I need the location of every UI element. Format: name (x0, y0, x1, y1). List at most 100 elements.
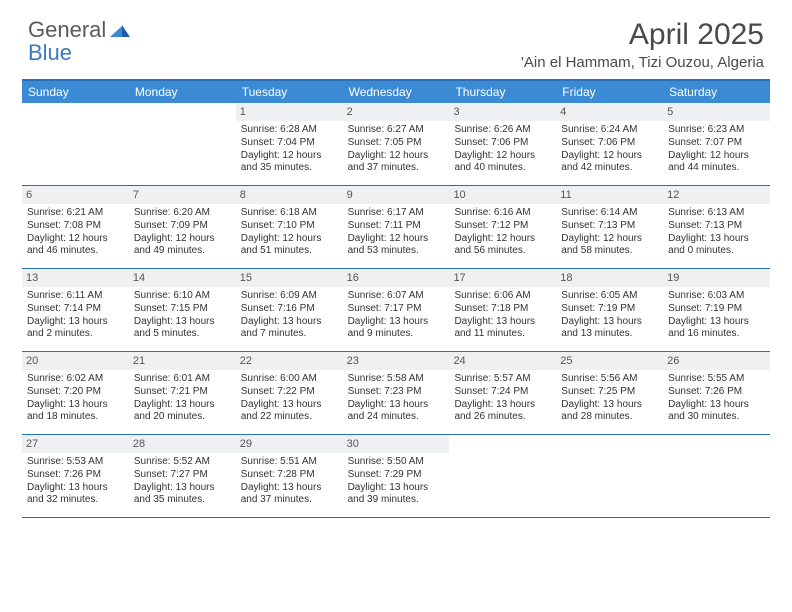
weeks-container: 1Sunrise: 6:28 AMSunset: 7:04 PMDaylight… (22, 103, 770, 518)
day-number: 28 (129, 435, 236, 453)
sunset-line: Sunset: 7:16 PM (241, 303, 338, 316)
sunset-line: Sunset: 7:25 PM (561, 386, 658, 399)
day-number: 26 (663, 352, 770, 370)
day-number: 29 (236, 435, 343, 453)
sunset-line: Sunset: 7:04 PM (241, 137, 338, 150)
day-cell: 1Sunrise: 6:28 AMSunset: 7:04 PMDaylight… (236, 103, 343, 185)
sunset-line: Sunset: 7:15 PM (134, 303, 231, 316)
weekday-saturday: Saturday (663, 81, 770, 103)
daylight-line: Daylight: 12 hours and 56 minutes. (454, 233, 551, 259)
sunset-line: Sunset: 7:06 PM (454, 137, 551, 150)
sunrise-line: Sunrise: 5:55 AM (668, 373, 765, 386)
day-cell: 13Sunrise: 6:11 AMSunset: 7:14 PMDayligh… (22, 269, 129, 351)
day-cell: 28Sunrise: 5:52 AMSunset: 7:27 PMDayligh… (129, 435, 236, 517)
daylight-line: Daylight: 13 hours and 5 minutes. (134, 316, 231, 342)
day-number: 23 (343, 352, 450, 370)
weekday-sunday: Sunday (22, 81, 129, 103)
day-cell: 9Sunrise: 6:17 AMSunset: 7:11 PMDaylight… (343, 186, 450, 268)
logo-text-a: General (28, 17, 106, 42)
sunrise-line: Sunrise: 6:01 AM (134, 373, 231, 386)
day-cell: 21Sunrise: 6:01 AMSunset: 7:21 PMDayligh… (129, 352, 236, 434)
daylight-line: Daylight: 13 hours and 20 minutes. (134, 399, 231, 425)
day-cell: 25Sunrise: 5:56 AMSunset: 7:25 PMDayligh… (556, 352, 663, 434)
day-cell: 20Sunrise: 6:02 AMSunset: 7:20 PMDayligh… (22, 352, 129, 434)
sunset-line: Sunset: 7:19 PM (561, 303, 658, 316)
sunset-line: Sunset: 7:12 PM (454, 220, 551, 233)
day-number: 17 (449, 269, 556, 287)
sunset-line: Sunset: 7:14 PM (27, 303, 124, 316)
day-cell: 11 Sunrise: 6:14 AMSunset: 7:13 PMDayligh… (556, 186, 663, 268)
sunset-line: Sunset: 7:26 PM (668, 386, 765, 399)
sunrise-line: Sunrise: 5:50 AM (348, 456, 445, 469)
sunrise-line: Sunrise: 6:21 AM (27, 207, 124, 220)
day-number: 10 (449, 186, 556, 204)
week-row: 6Sunrise: 6:21 AMSunset: 7:08 PMDaylight… (22, 186, 770, 269)
day-cell: 16Sunrise: 6:07 AMSunset: 7:17 PMDayligh… (343, 269, 450, 351)
day-number: 8 (236, 186, 343, 204)
day-cell: 7Sunrise: 6:20 AMSunset: 7:09 PMDaylight… (129, 186, 236, 268)
sunrise-line: Sunrise: 6:13 AM (668, 207, 765, 220)
day-cell: 19Sunrise: 6:03 AMSunset: 7:19 PMDayligh… (663, 269, 770, 351)
sunset-line: Sunset: 7:13 PM (561, 220, 658, 233)
day-number: 4 (556, 103, 663, 121)
daylight-line: Daylight: 13 hours and 32 minutes. (27, 482, 124, 508)
daylight-line: Daylight: 13 hours and 37 minutes. (241, 482, 338, 508)
sunrise-line: Sunrise: 6:14 AM (561, 207, 658, 220)
day-number: 3 (449, 103, 556, 121)
sunrise-line: Sunrise: 6:07 AM (348, 290, 445, 303)
week-row: 27Sunrise: 5:53 AMSunset: 7:26 PMDayligh… (22, 435, 770, 518)
daylight-line: Daylight: 12 hours and 53 minutes. (348, 233, 445, 259)
sunrise-line: Sunrise: 6:02 AM (27, 373, 124, 386)
day-cell-empty (556, 435, 663, 517)
title-block: April 2025 'Ain el Hammam, Tizi Ouzou, A… (521, 18, 764, 71)
sunrise-line: Sunrise: 6:27 AM (348, 124, 445, 137)
sunset-line: Sunset: 7:28 PM (241, 469, 338, 482)
daylight-line: Daylight: 13 hours and 35 minutes. (134, 482, 231, 508)
day-number: 27 (22, 435, 129, 453)
day-cell: 24Sunrise: 5:57 AMSunset: 7:24 PMDayligh… (449, 352, 556, 434)
daylight-line: Daylight: 12 hours and 42 minutes. (561, 150, 658, 176)
sunrise-line: Sunrise: 6:10 AM (134, 290, 231, 303)
daylight-line: Daylight: 13 hours and 39 minutes. (348, 482, 445, 508)
day-number: 15 (236, 269, 343, 287)
sunrise-line: Sunrise: 6:00 AM (241, 373, 338, 386)
sunrise-line: Sunrise: 5:56 AM (561, 373, 658, 386)
daylight-line: Daylight: 13 hours and 30 minutes. (668, 399, 765, 425)
daylight-line: Daylight: 12 hours and 46 minutes. (27, 233, 124, 259)
daylight-line: Daylight: 12 hours and 58 minutes. (561, 233, 658, 259)
day-number: 18 (556, 269, 663, 287)
day-cell: 23Sunrise: 5:58 AMSunset: 7:23 PMDayligh… (343, 352, 450, 434)
sunset-line: Sunset: 7:23 PM (348, 386, 445, 399)
sunrise-line: Sunrise: 6:03 AM (668, 290, 765, 303)
sunset-line: Sunset: 7:27 PM (134, 469, 231, 482)
sunset-line: Sunset: 7:17 PM (348, 303, 445, 316)
day-cell: 29 Sunrise: 5:51 AMSunset: 7:28 PMDayligh… (236, 435, 343, 517)
sunrise-line: Sunrise: 6:24 AM (561, 124, 658, 137)
sunset-line: Sunset: 7:10 PM (241, 220, 338, 233)
day-cell-empty (663, 435, 770, 517)
week-row: 20Sunrise: 6:02 AMSunset: 7:20 PMDayligh… (22, 352, 770, 435)
day-number: 7 (129, 186, 236, 204)
day-number: 6 (22, 186, 129, 204)
daylight-line: Daylight: 13 hours and 26 minutes. (454, 399, 551, 425)
location: 'Ain el Hammam, Tizi Ouzou, Algeria (521, 54, 764, 71)
day-number: 19 (663, 269, 770, 287)
sunrise-line: Sunrise: 6:09 AM (241, 290, 338, 303)
sunset-line: Sunset: 7:21 PM (134, 386, 231, 399)
day-cell: 15Sunrise: 6:09 AMSunset: 7:16 PMDayligh… (236, 269, 343, 351)
day-number: 30 (343, 435, 450, 453)
logo-mark-icon (110, 18, 132, 41)
day-number: 11 (556, 186, 663, 204)
month-title: April 2025 (521, 18, 764, 52)
daylight-line: Daylight: 13 hours and 11 minutes. (454, 316, 551, 342)
day-cell: 14Sunrise: 6:10 AMSunset: 7:15 PMDayligh… (129, 269, 236, 351)
sunrise-line: Sunrise: 5:58 AM (348, 373, 445, 386)
sunrise-line: Sunrise: 5:51 AM (241, 456, 338, 469)
sunset-line: Sunset: 7:06 PM (561, 137, 658, 150)
day-cell-empty (129, 103, 236, 185)
logo-text-b: Blue (28, 40, 72, 65)
day-cell: 30Sunrise: 5:50 AMSunset: 7:29 PMDayligh… (343, 435, 450, 517)
daylight-line: Daylight: 12 hours and 40 minutes. (454, 150, 551, 176)
sunrise-line: Sunrise: 6:23 AM (668, 124, 765, 137)
daylight-line: Daylight: 13 hours and 0 minutes. (668, 233, 765, 259)
